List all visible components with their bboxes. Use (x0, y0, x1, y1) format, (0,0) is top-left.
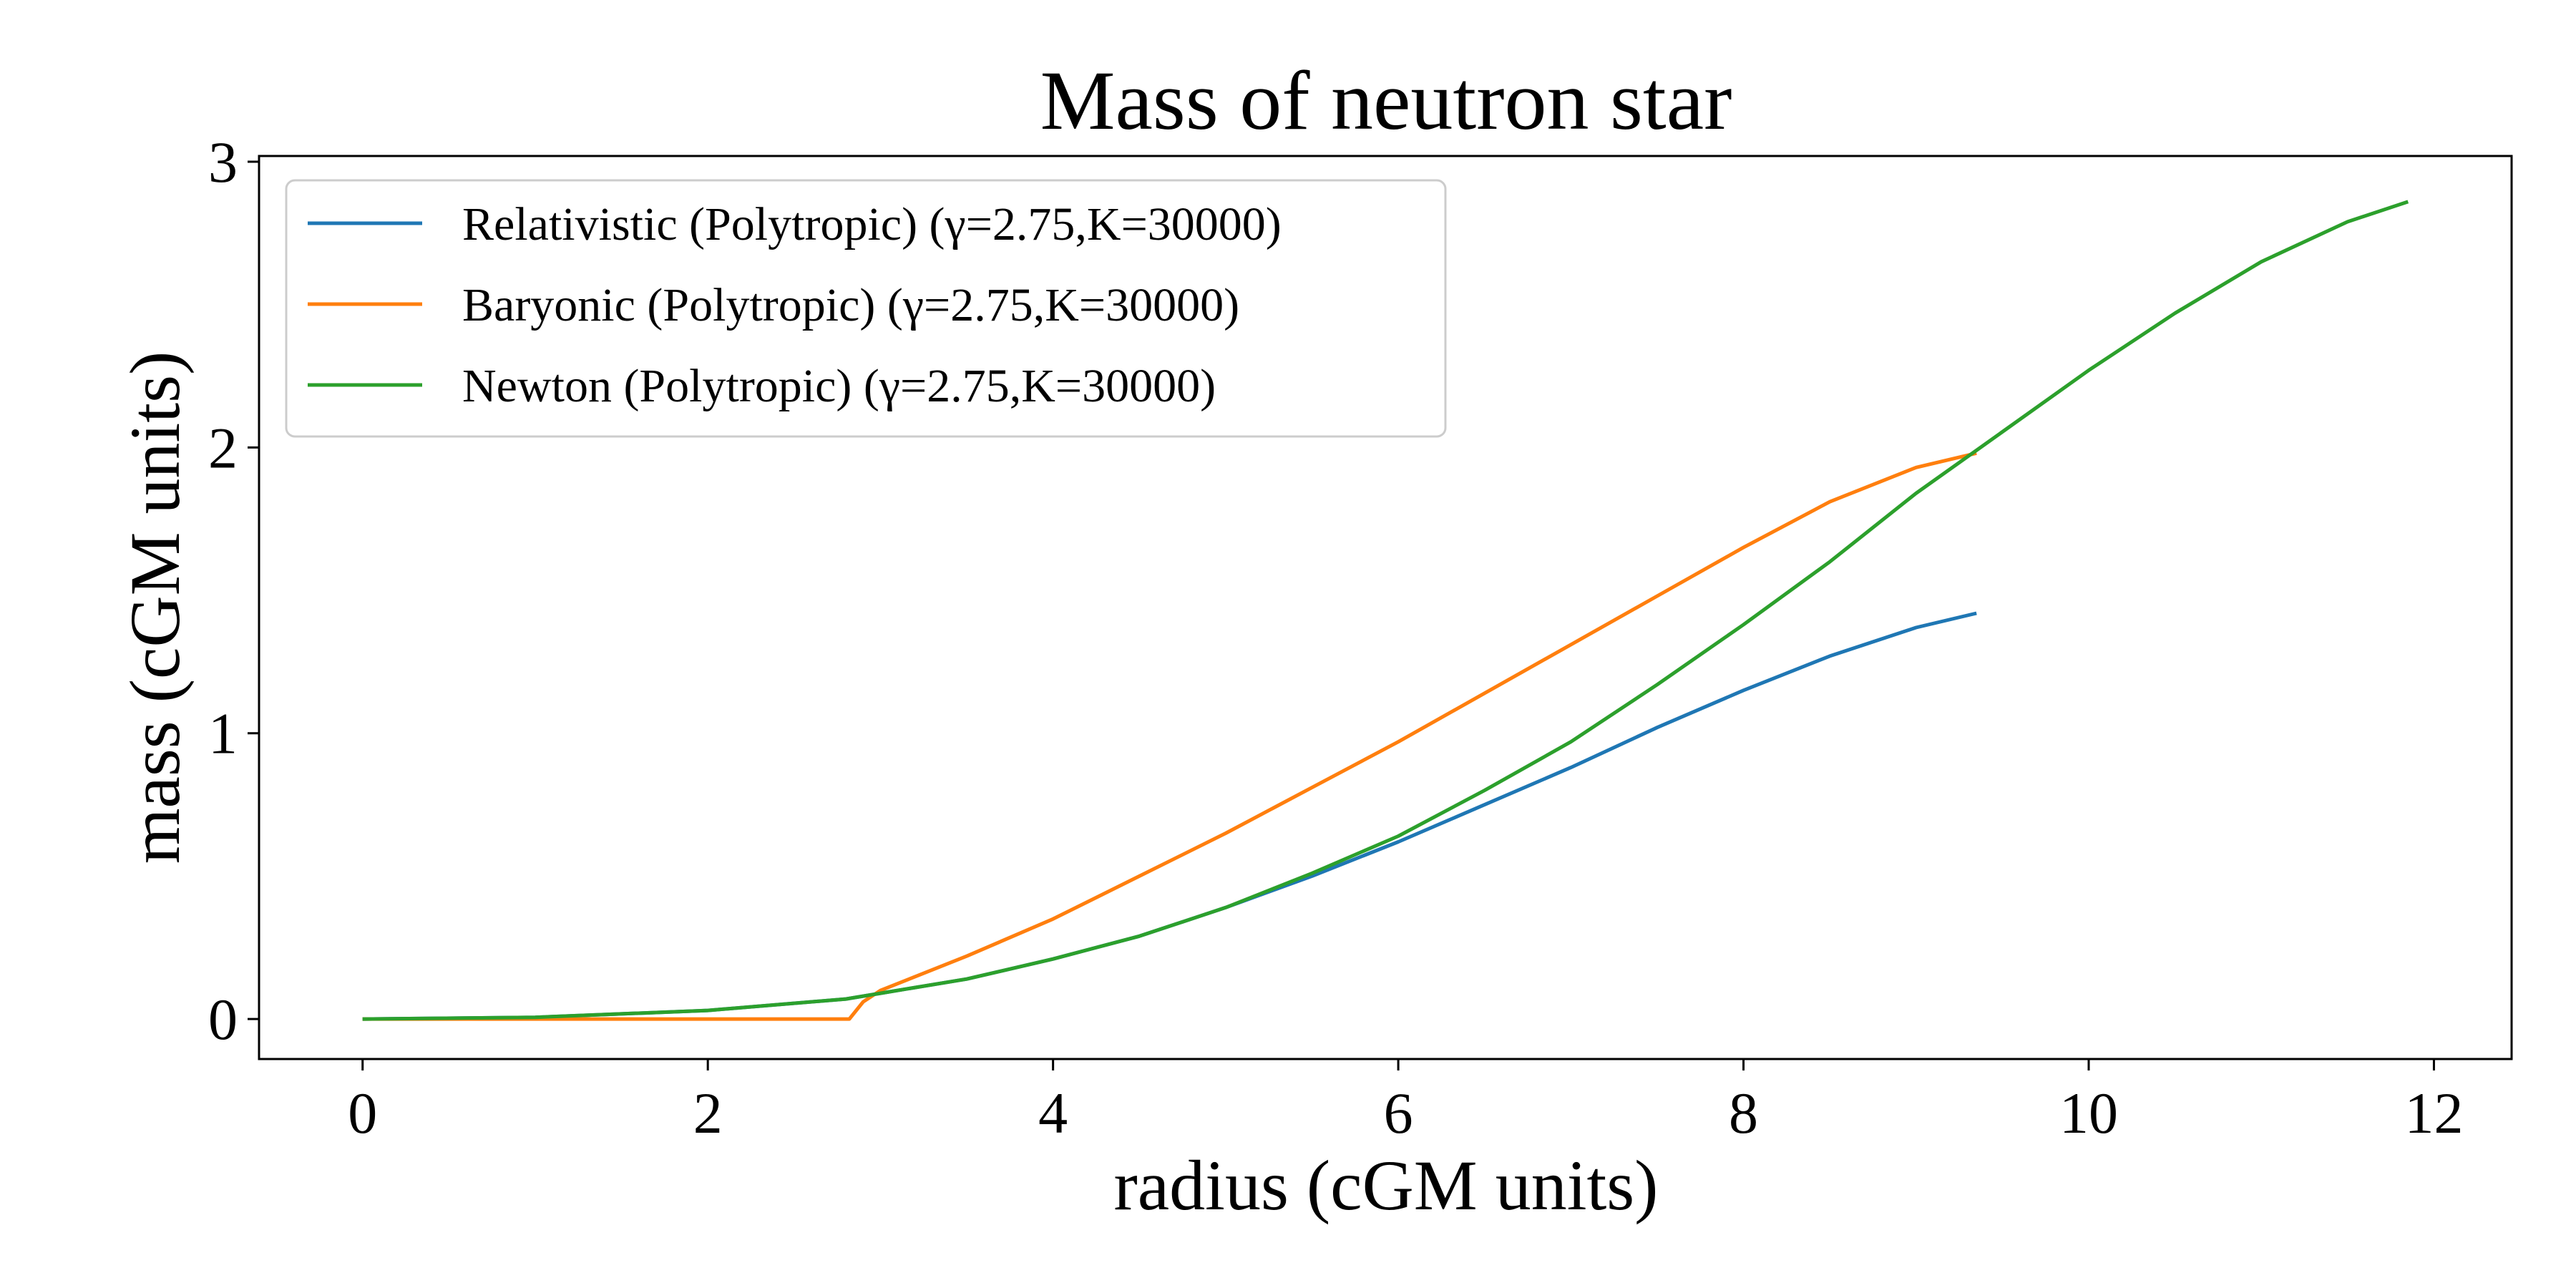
y-tick-label: 0 (208, 987, 238, 1052)
x-axis: 0 2 4 6 8 10 12 (348, 1059, 2463, 1146)
plot-frame (258, 155, 2513, 1060)
y-tick-label: 3 (208, 130, 238, 195)
y-axis: 0 1 2 3 (208, 130, 259, 1052)
x-tick-label: 12 (2404, 1080, 2463, 1146)
x-tick-label: 8 (1729, 1080, 1758, 1146)
legend-label-3: Newton (Polytropic) (γ=2.75,K=30000) (462, 360, 1216, 412)
series-line-2 (362, 451, 1977, 1021)
x-tick-label: 0 (348, 1080, 377, 1146)
x-tick-label: 2 (693, 1080, 723, 1146)
legend-label-2: Baryonic (Polytropic) (γ=2.75,K=30000) (462, 279, 1239, 331)
chart-title: Mass of neutron star (1040, 54, 1732, 147)
legend-entries: Relativistic (Polytropic) (γ=2.75,K=3000… (308, 198, 1282, 412)
series-line-3 (362, 200, 2409, 1021)
y-tick-label: 2 (208, 415, 238, 480)
legend-label-1: Relativistic (Polytropic) (γ=2.75,K=3000… (462, 198, 1282, 250)
legend-box (285, 179, 1447, 438)
legend: Relativistic (Polytropic) (γ=2.75,K=3000… (285, 179, 1447, 438)
x-axis-label: radius (cGM units) (1114, 1146, 1659, 1225)
y-axis-label: mass (cGM units) (115, 351, 195, 864)
x-tick-label: 10 (2059, 1080, 2118, 1146)
y-tick-label: 1 (208, 701, 238, 766)
x-tick-label: 4 (1038, 1080, 1068, 1146)
x-tick-label: 6 (1384, 1080, 1413, 1146)
plot-area (362, 200, 2409, 1021)
